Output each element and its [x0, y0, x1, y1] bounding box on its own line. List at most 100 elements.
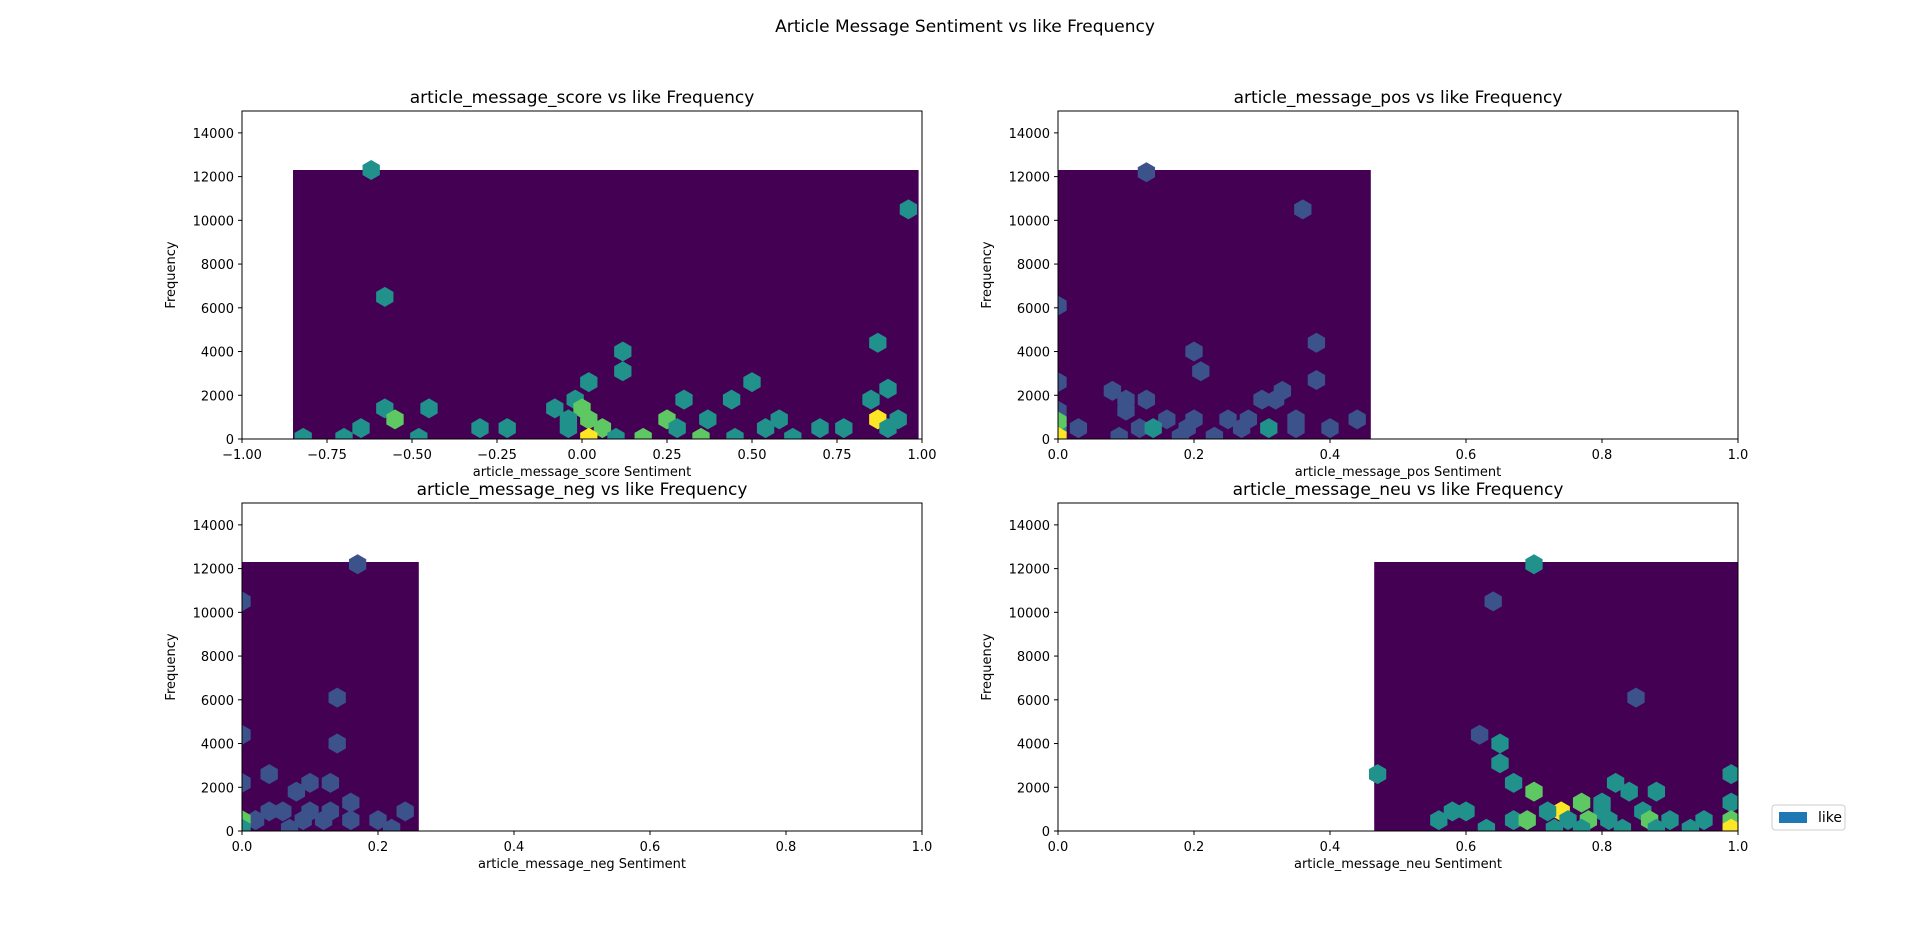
hexbin-cell — [546, 398, 564, 419]
hexbin-cell — [1058, 411, 1067, 432]
hexbin-cell — [1117, 400, 1135, 421]
hexbin-cell — [1058, 295, 1067, 316]
hexbin-cell — [756, 418, 775, 439]
hexbin-cell — [410, 427, 428, 439]
hexbin-cell — [1470, 724, 1489, 745]
x-axis-label: article_message_neu Sentiment — [1294, 857, 1502, 872]
y-tick-label: 10000 — [1009, 214, 1050, 229]
hexbin-cell — [498, 418, 516, 439]
y-tick-label: 2000 — [1017, 389, 1050, 404]
hexbin-cell — [699, 409, 717, 430]
y-tick-label: 4000 — [1017, 738, 1050, 753]
hexbin-cell — [1137, 389, 1156, 410]
x-tick-label: 0.2 — [1184, 840, 1205, 855]
x-tick-label: 0.6 — [1456, 448, 1477, 463]
y-tick-label: 14000 — [193, 127, 234, 142]
hexbin-cell — [726, 427, 744, 439]
hexbin-cell — [692, 427, 710, 439]
subplot-title: article_message_neg vs like Frequency — [417, 480, 748, 500]
hexbin-cell — [301, 772, 319, 793]
hexbin-cell — [348, 554, 367, 575]
hexbin-cell — [614, 341, 632, 362]
hexbin-cell — [1430, 810, 1448, 831]
hexbin-cell — [280, 818, 299, 831]
y-tick-label: 10000 — [193, 606, 234, 621]
y-tick-label: 10000 — [1009, 606, 1050, 621]
hexbin-cell — [1219, 409, 1237, 430]
axes-frame — [241, 502, 923, 832]
legend-label: like — [1818, 810, 1842, 826]
hexbin-cell — [1518, 810, 1536, 831]
y-axis-label: Frequency — [164, 241, 179, 308]
x-tick-label: 1.0 — [1728, 448, 1749, 463]
subplot-title: article_message_score vs like Frequency — [410, 88, 755, 108]
y-tick-label: 14000 — [1009, 519, 1050, 534]
x-tick-label: 0.0 — [1048, 448, 1069, 463]
hexbin-cell — [607, 427, 625, 439]
axes-frame — [1057, 110, 1739, 440]
hexbin-cell — [382, 818, 401, 831]
y-tick-label: 0 — [226, 433, 234, 448]
y-tick-label: 10000 — [193, 214, 234, 229]
hexbin-cell — [1260, 418, 1278, 439]
x-axis-label: article_message_neg Sentiment — [478, 857, 686, 872]
hexbin-cell — [1321, 418, 1339, 439]
y-tick-label: 6000 — [201, 694, 234, 709]
hexbin-cell — [1525, 781, 1543, 802]
hexbin-cell — [1058, 372, 1067, 393]
y-tick-label: 8000 — [201, 258, 234, 273]
hexbin-cell — [743, 372, 761, 393]
hexbin-cell — [1171, 426, 1190, 439]
subplot-1: 0 2000 4000 6000 8000 10000 12000 14000 −1.00 −0.… — [164, 88, 936, 480]
hexbin-field — [293, 170, 919, 439]
hexbin-cell — [614, 361, 632, 382]
hexbin-cell — [1307, 332, 1326, 353]
legend: like — [1771, 804, 1846, 831]
hexbin-cell — [1545, 818, 1564, 831]
x-tick-label: 0.75 — [823, 448, 852, 463]
hexbin-cell — [1647, 818, 1666, 831]
hexbin-cell — [1722, 792, 1738, 813]
hexbin-cell — [899, 199, 918, 220]
hexbin-cell — [274, 801, 292, 822]
subplot-grid: 0 2000 4000 6000 8000 10000 12000 14000 −1.00 −0.… — [164, 88, 1748, 872]
hexbin-cell — [1525, 554, 1543, 575]
subplot-4: 0 2000 4000 6000 8000 10000 12000 14000 0.0 0.2 0.… — [980, 480, 1748, 872]
hexbin-cell — [1287, 418, 1305, 439]
hexbin-cell — [1348, 409, 1366, 430]
y-tick-label: 0 — [1042, 825, 1050, 840]
figure-suptitle: Article Message Sentiment vs like Freque… — [775, 17, 1155, 37]
x-tick-label: −1.00 — [222, 448, 262, 463]
hexbin-cell — [1695, 810, 1713, 831]
hexbin-cell — [1722, 764, 1738, 785]
y-tick-label: 14000 — [193, 519, 234, 534]
hexbin-cell — [1484, 591, 1502, 612]
hexbin-cell — [342, 792, 360, 813]
hexbin-cell — [1620, 781, 1638, 802]
hexbin-cell — [396, 801, 414, 822]
hexbin-cell — [1661, 810, 1679, 831]
hexbin-cell — [287, 781, 306, 802]
x-axis-label: article_message_pos Sentiment — [1295, 465, 1502, 480]
hexbin-cell — [1443, 801, 1462, 822]
x-tick-label: 0.2 — [368, 840, 389, 855]
y-axis-label: Frequency — [980, 633, 995, 700]
subplot-title: article_message_neu vs like Frequency — [1233, 480, 1564, 500]
hexbin-cell — [811, 418, 829, 439]
hexbin-cell — [246, 810, 265, 831]
y-tick-label: 6000 — [201, 302, 234, 317]
axes-frame — [1057, 502, 1739, 832]
x-tick-label: 0.0 — [232, 840, 253, 855]
hexbin-cell — [1110, 426, 1128, 439]
x-axis-label: article_message_score Sentiment — [473, 465, 691, 480]
y-tick-label: 0 — [226, 825, 234, 840]
y-tick-label: 2000 — [201, 781, 234, 796]
legend-frame — [1771, 804, 1846, 831]
x-tick-label: 1.0 — [1728, 840, 1749, 855]
hexbin-cell — [1144, 418, 1162, 439]
hexbin-cell — [1722, 818, 1738, 831]
y-tick-label: 12000 — [1009, 563, 1050, 578]
hexbin-cell — [879, 418, 897, 439]
hexbin-cell — [1069, 418, 1088, 439]
hexbin-cell — [352, 418, 370, 439]
